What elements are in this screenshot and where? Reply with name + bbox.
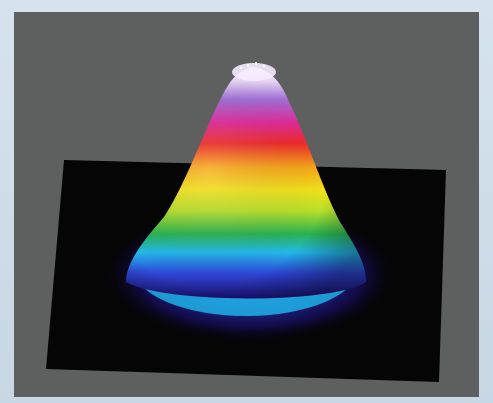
image-panel [14, 12, 479, 397]
beam-tip [232, 63, 276, 81]
beam-profile-graphic [46, 62, 446, 382]
